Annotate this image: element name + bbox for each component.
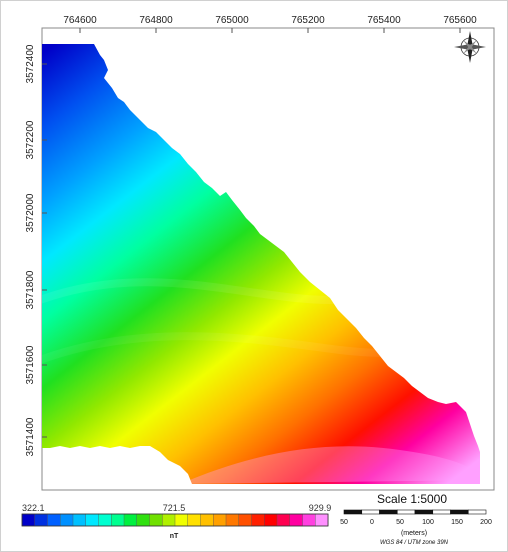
legend-swatch bbox=[187, 513, 202, 527]
x-tick-label: 765200 bbox=[291, 15, 325, 26]
legend-swatch bbox=[162, 513, 176, 527]
scale-segments bbox=[343, 509, 487, 515]
legend-unit: nT bbox=[170, 533, 179, 540]
legend-swatch bbox=[200, 513, 214, 527]
y-tick-label: 3572000 bbox=[25, 193, 36, 232]
legend-mid-label: 721.5 bbox=[163, 503, 186, 513]
scale-tick: 50 bbox=[396, 519, 404, 526]
legend-swatch bbox=[34, 513, 49, 527]
legend-swatch bbox=[123, 513, 138, 527]
legend-swatch bbox=[174, 513, 189, 527]
x-tick-label: 764600 bbox=[63, 15, 97, 26]
legend-swatch bbox=[21, 513, 36, 527]
legend-swatch bbox=[238, 513, 253, 527]
scale-tick: 200 bbox=[480, 519, 492, 526]
x-tick-label: 765600 bbox=[443, 15, 477, 26]
y-tick-label: 3571600 bbox=[25, 345, 36, 384]
y-tick-label: 3571400 bbox=[25, 417, 36, 456]
scale-tick: 100 bbox=[422, 519, 434, 526]
legend-swatch bbox=[302, 513, 316, 527]
scale-title: Scale 1:5000 bbox=[377, 492, 447, 506]
y-tick-label: 3571800 bbox=[25, 270, 36, 309]
scale-tick-labels: 50 0 50 100 150 200 bbox=[340, 519, 492, 526]
scale-tick: 0 bbox=[370, 519, 374, 526]
legend-swatch bbox=[315, 513, 329, 527]
compass-rose-icon bbox=[454, 31, 486, 63]
legend-min-label: 322.1 bbox=[22, 503, 45, 513]
legend-swatch bbox=[264, 513, 278, 527]
legend-swatch bbox=[111, 513, 125, 527]
x-tick-label: 765000 bbox=[215, 15, 249, 26]
legend-swatch bbox=[72, 513, 87, 527]
legend-swatch bbox=[149, 513, 163, 527]
legend-swatch bbox=[251, 513, 265, 527]
legend-swatch bbox=[136, 513, 151, 527]
y-tick-label: 3572200 bbox=[25, 120, 36, 159]
scale-projection: WGS 84 / UTM zone 39N bbox=[380, 540, 449, 546]
scale-tick: 50 bbox=[340, 519, 348, 526]
y-axis-left: 3572400 3572200 3572000 3571800 3571600 35714… bbox=[25, 44, 47, 456]
scale-unit: (meters) bbox=[401, 530, 427, 537]
y-tick-label: 3572400 bbox=[25, 44, 36, 83]
legend-swatch bbox=[98, 513, 112, 527]
x-axis-top: 764600 764800 765000 765200 765400 765600 bbox=[63, 15, 477, 33]
legend-swatch bbox=[276, 513, 291, 527]
legend-swatch bbox=[213, 513, 227, 527]
legend-swatch bbox=[85, 513, 100, 527]
legend-color-bar bbox=[21, 513, 329, 527]
legend-max-label: 929.9 bbox=[309, 503, 332, 513]
legend-swatch bbox=[289, 513, 304, 527]
legend: 322.1 721.5 929.9 nT bbox=[21, 503, 332, 540]
x-tick-label: 764800 bbox=[139, 15, 173, 26]
x-tick-label: 765400 bbox=[367, 15, 401, 26]
legend-swatch bbox=[60, 513, 74, 527]
legend-swatch bbox=[47, 513, 61, 527]
legend-swatch bbox=[225, 513, 240, 527]
scale-tick: 150 bbox=[451, 519, 463, 526]
scale-bar: Scale 1:5000 50 0 50 100 150 200 (meters) WGS… bbox=[340, 492, 492, 546]
